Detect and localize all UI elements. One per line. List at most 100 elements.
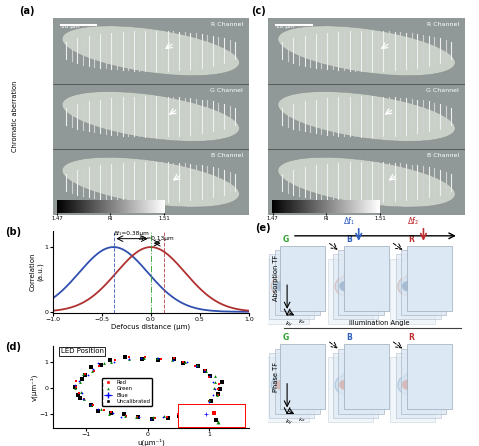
Text: R: R [409,235,415,244]
Circle shape [414,264,433,282]
Circle shape [339,281,349,291]
Point [208,397,216,405]
Point [204,403,211,410]
Circle shape [430,377,440,387]
FancyBboxPatch shape [339,349,384,414]
Point [157,355,165,362]
Point [105,410,113,417]
Circle shape [299,274,318,293]
Point [148,415,155,422]
Point [87,401,94,408]
Point [176,412,183,419]
FancyBboxPatch shape [328,259,373,324]
Circle shape [408,376,418,385]
Circle shape [367,278,377,288]
FancyBboxPatch shape [344,344,389,409]
Point [205,396,213,404]
Circle shape [292,268,302,278]
Text: Z: Z [285,274,289,279]
Circle shape [363,373,382,391]
Point [171,356,178,363]
Point [214,390,221,397]
Circle shape [398,376,416,394]
Point [175,412,183,419]
Circle shape [351,390,361,400]
Circle shape [419,268,429,278]
Circle shape [426,274,445,293]
Point [80,396,88,403]
Circle shape [409,367,427,385]
Circle shape [283,287,301,306]
Point [122,412,130,419]
Point [85,371,92,378]
Circle shape [352,363,370,381]
Text: LED Position: LED Position [60,348,103,355]
Point [193,406,201,413]
Point [107,409,114,417]
Point [72,377,80,384]
Text: Z: Z [285,373,289,378]
FancyBboxPatch shape [396,254,441,319]
Point [117,413,125,420]
Point [87,363,94,371]
Circle shape [271,376,290,394]
Circle shape [350,273,360,283]
FancyBboxPatch shape [407,344,452,409]
Point [71,384,79,391]
Ellipse shape [62,91,240,141]
Point [148,416,156,423]
Text: $k_y$: $k_y$ [285,418,293,429]
Y-axis label: v(μm⁻¹): v(μm⁻¹) [31,373,38,401]
Circle shape [299,373,318,391]
Circle shape [281,376,291,385]
Circle shape [415,381,433,400]
Circle shape [288,381,307,400]
Point [90,365,97,372]
Circle shape [287,291,297,301]
Point [74,391,81,398]
Point [214,391,221,398]
Point [138,355,146,363]
Point [137,355,145,362]
Text: B Channel: B Channel [211,153,243,158]
Text: $k_x$: $k_x$ [297,317,306,326]
Circle shape [341,273,359,291]
Text: G: G [282,333,288,343]
Point [206,372,214,380]
Circle shape [419,367,429,377]
Point [94,359,102,367]
Point [196,402,204,409]
Point [110,410,117,417]
Point [80,371,87,378]
Circle shape [339,380,349,390]
FancyBboxPatch shape [264,357,309,422]
Point [170,355,178,362]
FancyBboxPatch shape [333,353,378,418]
Point [211,385,219,392]
Point [151,415,159,422]
Point [75,377,83,384]
Circle shape [362,283,372,293]
Circle shape [430,278,440,288]
Circle shape [298,381,308,391]
Point [141,354,149,361]
Text: Δf₂=0.13μm: Δf₂=0.13μm [139,236,175,241]
Point [94,405,102,413]
Circle shape [335,376,354,394]
Polygon shape [53,149,249,215]
Point [179,359,187,366]
Text: Δf₁: Δf₁ [344,217,355,226]
Circle shape [414,390,424,400]
Point [149,414,157,421]
Circle shape [413,371,423,381]
Point [174,411,182,418]
Text: G: G [282,235,288,244]
Point [202,368,210,375]
Point [160,413,168,420]
Point [212,378,219,385]
Text: illumination Angle: illumination Angle [349,320,410,326]
Circle shape [410,287,428,306]
Circle shape [275,281,285,291]
Circle shape [288,264,306,282]
Point [108,358,115,365]
